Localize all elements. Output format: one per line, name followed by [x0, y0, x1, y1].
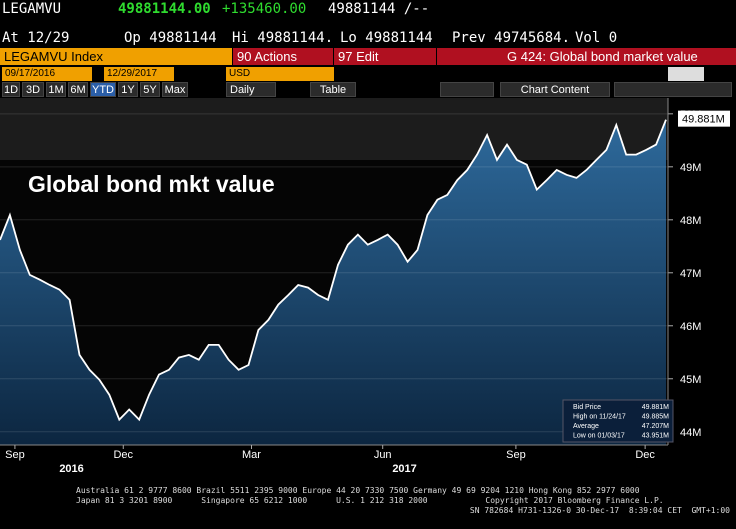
currency[interactable]: USD	[226, 67, 334, 81]
edit-menu[interactable]: 97 Edit	[334, 48, 436, 65]
last-price-label: 49.881M	[682, 114, 725, 126]
legend-label: Bid Price	[573, 404, 601, 411]
period-button[interactable]: Max	[162, 82, 188, 97]
year-label: 2017	[392, 463, 416, 475]
period-button[interactable]: 1Y	[118, 82, 138, 97]
plot-band	[0, 98, 668, 160]
x-tick-label: Dec	[113, 449, 133, 461]
x-tick-label: Mar	[242, 449, 261, 461]
period-button[interactable]: YTD	[90, 82, 116, 97]
legend-value: 49.881M	[642, 404, 669, 411]
collapse[interactable]	[440, 82, 494, 97]
prev: Prev 49745684.	[452, 30, 571, 46]
y-tick-label: 47M	[680, 268, 701, 280]
end-date[interactable]: 12/29/2017	[104, 67, 174, 81]
function: G 424: Global bond market value	[437, 48, 736, 65]
year-label: 2016	[59, 463, 83, 475]
chart: 44M45M46M47M48M49M50M49.881MSepDecMarJun…	[0, 98, 730, 475]
chart-content[interactable]: Chart Content	[500, 82, 610, 97]
x-tick-label: Sep	[5, 449, 25, 461]
x-tick-label: Sep	[506, 449, 526, 461]
legend-label: High on 11/24/17	[573, 414, 626, 421]
footer-line: Australia 61 2 9777 8600 Brazil 5511 239…	[76, 486, 640, 495]
settings[interactable]	[614, 82, 732, 97]
legend: Bid Price 49.881M High on 11/24/17 49.885M A…	[562, 399, 674, 443]
legend-value: 49.885M	[642, 414, 669, 421]
x-tick-label: Dec	[635, 449, 655, 461]
footer-line: SN 782684 H731-1326-0 30-Dec-17 8:39:04 …	[469, 506, 730, 515]
x-tick-label: Jun	[374, 449, 392, 461]
period-button[interactable]: 1M	[46, 82, 66, 97]
frequency[interactable]: Daily	[226, 82, 276, 97]
line	[0, 119, 667, 422]
period-button[interactable]: 5Y	[140, 82, 160, 97]
footer-line: Japan 81 3 3201 8900 Singapore 65 6212 1…	[76, 496, 664, 505]
ticker: LEGAMVU	[2, 1, 62, 17]
y-tick-label: 44M	[680, 427, 701, 439]
legend-value: 47.207M	[642, 423, 669, 430]
legend-label: Average	[573, 423, 599, 430]
last-price: 49881144.00	[118, 1, 211, 17]
period-button[interactable]: 3D	[22, 82, 44, 97]
period-button[interactable]: 1D	[2, 82, 20, 97]
high: Hi 49881144.	[232, 30, 334, 46]
open: Op 49881144	[124, 30, 217, 46]
low: Lo 49881144	[340, 30, 433, 46]
at-date: At 12/29	[2, 30, 70, 46]
chart-title: Global bond mkt value	[28, 171, 275, 197]
y-tick-label: 45M	[680, 374, 701, 386]
change: +135460.00	[222, 1, 307, 17]
period-button[interactable]: 6M	[68, 82, 88, 97]
actions-menu[interactable]: 90 Actions	[233, 48, 333, 65]
quote: 49881144 /--	[328, 1, 430, 17]
legend-value: 43.951M	[642, 433, 669, 440]
start-date[interactable]: 09/17/2016	[2, 67, 92, 81]
table-button[interactable]: Table	[310, 82, 356, 97]
y-tick-label: 49M	[680, 162, 701, 174]
last-price-box	[678, 110, 730, 127]
y-tick-label: 48M	[680, 215, 701, 227]
vol: Vol 0	[575, 30, 618, 46]
legend-label: Low on 01/03/17	[573, 433, 625, 440]
legend-box	[562, 399, 674, 443]
back-button[interactable]	[668, 67, 704, 81]
security[interactable]: LEGAMVU Index	[0, 48, 232, 65]
y-tick-label: 46M	[680, 321, 701, 333]
